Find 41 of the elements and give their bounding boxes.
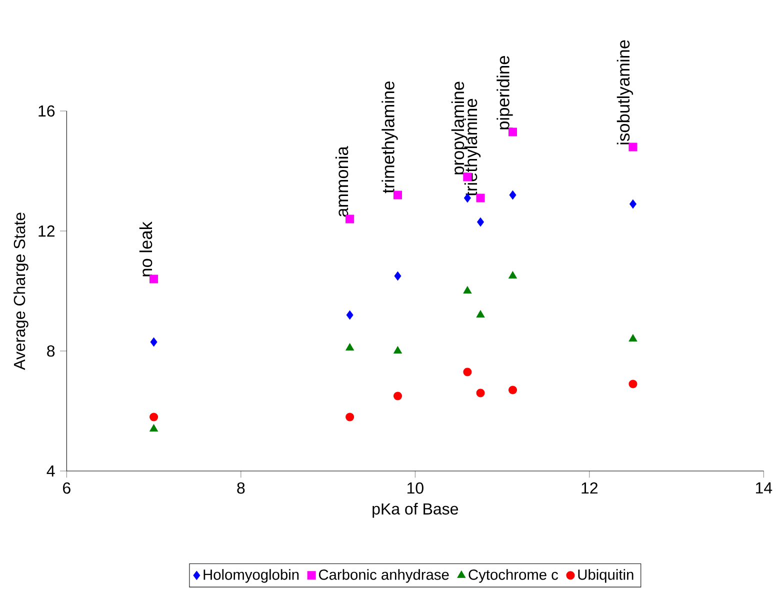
point: [508, 271, 517, 279]
x-tick-label: 8: [237, 482, 245, 494]
annotation: piperidine: [496, 56, 513, 130]
point: [150, 274, 158, 284]
point: [346, 310, 354, 320]
annotation: ammonia: [335, 146, 348, 217]
point: [628, 380, 638, 388]
x-tick-label: 14: [756, 482, 772, 494]
point: [394, 271, 402, 281]
point: [628, 334, 638, 342]
annotation: isobutlyamine: [616, 40, 634, 144]
point: [150, 424, 158, 432]
point: [393, 392, 402, 400]
x-tick-label: 12: [582, 482, 598, 494]
point: [150, 412, 158, 422]
legend-label: Cytochrome c: [468, 569, 558, 583]
point: [476, 310, 485, 318]
point: [394, 346, 402, 354]
point: [508, 386, 518, 394]
point: [477, 217, 484, 227]
point: [476, 388, 485, 398]
x-axis-title: pKa of Base: [372, 502, 458, 518]
point: [346, 343, 354, 351]
annotation: no leak: [139, 222, 152, 276]
y-axis-title: Average Charge State: [13, 212, 28, 370]
y-tick-label: 8: [47, 345, 55, 357]
legend-label: Holomyoglobin: [204, 569, 299, 583]
point: [346, 412, 354, 422]
y-tick-label: 12: [38, 225, 54, 237]
point: [630, 199, 636, 209]
annotation: trimethylamine: [382, 81, 398, 194]
x-tick-label: 6: [63, 482, 70, 494]
x-tick-label: 10: [407, 482, 424, 494]
point: [463, 286, 472, 294]
y-tick-label: 16: [38, 105, 55, 117]
point: [463, 368, 472, 376]
legend-label: Ubiquitin: [578, 569, 634, 583]
y-tick-label: 4: [46, 466, 55, 477]
point: [509, 190, 516, 200]
point: [150, 337, 158, 347]
legend-label: Carbonic anhydrase: [318, 569, 449, 583]
